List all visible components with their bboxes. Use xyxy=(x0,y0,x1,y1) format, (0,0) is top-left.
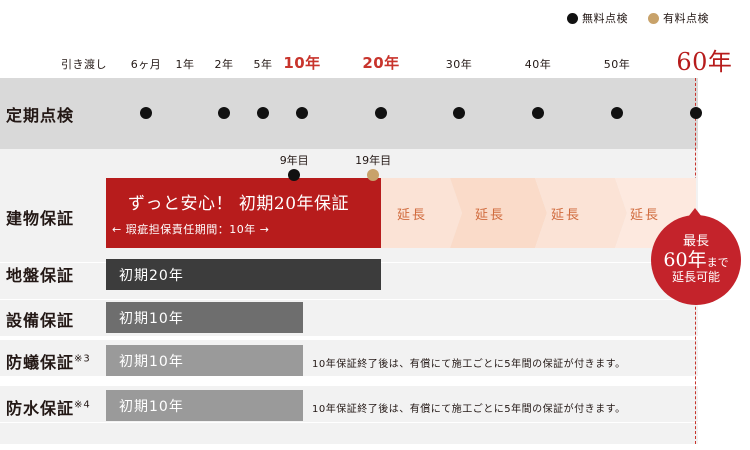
building-main-bar: ずっと安心！ 初期20年保証 ← 瑕疵担保責任期間：10年 → xyxy=(106,178,381,248)
tick-label: 引き渡し xyxy=(61,58,107,71)
marker-label: 9年目 xyxy=(279,154,309,167)
marker-label: 19年目 xyxy=(355,154,392,167)
tick-label: 5年 xyxy=(253,58,273,71)
legend-free-label: 無料点検 xyxy=(582,12,628,25)
tick-label: 40年 xyxy=(524,58,552,71)
free-inspection-point xyxy=(288,169,301,181)
free-inspection-dot xyxy=(567,12,578,24)
inspection-point xyxy=(375,107,387,119)
inspection-point xyxy=(611,107,623,119)
badge-line3: 延長可能 xyxy=(671,270,720,285)
waterproof-note-mark: ※4 xyxy=(74,399,91,411)
row-label-termite: 防蟻保証※3 xyxy=(6,349,91,373)
waterproof-note: 10年保証終了後は、有償にて施工ごとに5年間の保証が付きます。 xyxy=(312,404,626,415)
ground-bar: 初期20年 xyxy=(106,259,381,290)
extension-segment-1 xyxy=(380,178,462,248)
badge-line2-years: 60年 xyxy=(663,248,707,271)
inspection-point xyxy=(257,107,269,119)
badge-line2: 60年まで xyxy=(663,248,729,272)
badge-line2-suffix: まで xyxy=(706,255,729,269)
row-label-inspection: 定期点検 xyxy=(6,106,75,125)
extension-label: 延長 xyxy=(629,208,661,223)
building-sub-text: ← 瑕疵担保責任期間：10年 → xyxy=(112,223,270,236)
equipment-bar: 初期10年 xyxy=(106,302,303,333)
termite-note-mark: ※3 xyxy=(74,353,91,365)
tick-label: 6ヶ月 xyxy=(130,58,162,71)
equipment-band xyxy=(0,300,698,336)
extension-label: 延長 xyxy=(474,208,506,223)
legend-paid: 有料点検 xyxy=(648,10,709,26)
inspection-band xyxy=(0,78,698,149)
legend-paid-label: 有料点検 xyxy=(663,12,709,25)
tick-label: 2年 xyxy=(214,58,234,71)
building-main-title: ずっと安心！ 初期20年保証 xyxy=(128,194,350,214)
tick-label: 60年 xyxy=(676,48,733,76)
extension-label: 延長 xyxy=(550,208,582,223)
inspection-point xyxy=(218,107,230,119)
bottom-band xyxy=(0,423,698,444)
termite-bar: 初期10年 xyxy=(106,345,303,376)
inspection-point xyxy=(296,107,308,119)
paid-inspection-dot xyxy=(648,12,659,24)
row-label-waterproof: 防水保証※4 xyxy=(6,395,91,419)
badge-pointer xyxy=(688,208,702,217)
inspection-point xyxy=(453,107,465,119)
tick-label: 30年 xyxy=(445,58,473,71)
legend-free: 無料点検 xyxy=(567,10,628,26)
inspection-point xyxy=(140,107,152,119)
waterproof-label-text: 防水保証 xyxy=(6,399,75,418)
termite-note: 10年保証終了後は、有償にて施工ごとに5年間の保証が付きます。 xyxy=(312,359,626,370)
row-label-building: 建物保証 xyxy=(6,209,75,228)
max-extension-badge: 最長 60年まで 延長可能 xyxy=(651,215,741,305)
extension-label: 延長 xyxy=(396,208,428,223)
termite-label-text: 防蟻保証 xyxy=(6,353,75,372)
extension-segment-3 xyxy=(535,178,627,248)
row-label-equipment: 設備保証 xyxy=(6,311,75,330)
inspection-point xyxy=(690,107,702,119)
tick-label: 20年 xyxy=(362,54,400,72)
tick-label: 10年 xyxy=(283,54,321,72)
row-label-ground: 地盤保証 xyxy=(6,266,75,285)
extension-segment-2 xyxy=(450,178,547,248)
inspection-point xyxy=(532,107,544,119)
paid-inspection-point xyxy=(367,169,380,181)
tick-label: 1年 xyxy=(175,58,195,71)
waterproof-bar: 初期10年 xyxy=(106,390,303,421)
badge-line1: 最長 xyxy=(682,233,709,249)
tick-label: 50年 xyxy=(603,58,631,71)
